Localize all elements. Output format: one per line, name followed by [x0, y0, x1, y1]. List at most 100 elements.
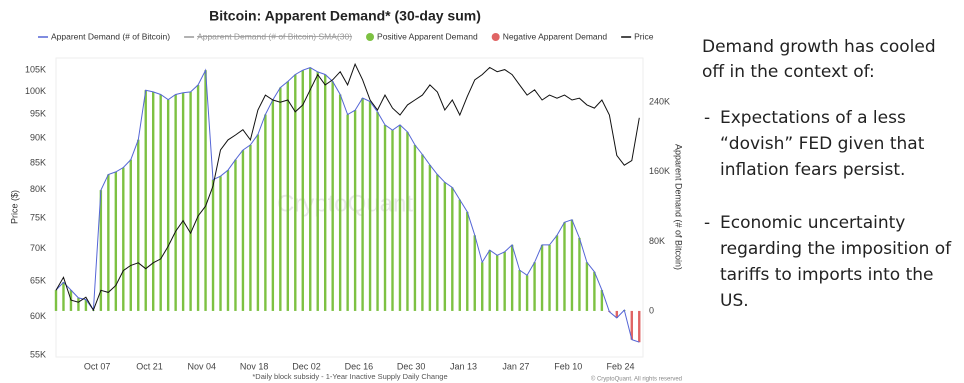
- y-tick-label: 80K: [30, 184, 46, 194]
- demand-bar: [495, 255, 499, 311]
- legend-label: Price: [634, 31, 654, 41]
- demand-bar: [376, 111, 379, 311]
- demand-bar: [443, 182, 447, 311]
- demand-bar: [413, 144, 417, 311]
- demand-bar: [398, 124, 402, 311]
- legend-label: Negative Apparent Demand: [503, 31, 608, 41]
- demand-bar: [638, 310, 641, 343]
- y-tick-label: 70K: [30, 243, 46, 253]
- demand-bar: [451, 187, 454, 311]
- x-tick-label: Jan 27: [502, 361, 529, 371]
- bullet-text: inflation fears persist.: [720, 160, 905, 180]
- demand-bar: [84, 299, 88, 311]
- demand-bar: [563, 222, 566, 311]
- y2-tick-label: 240K: [649, 97, 670, 107]
- demand-bar: [503, 251, 506, 311]
- y-tick-label: 105K: [25, 64, 46, 74]
- demand-bar: [533, 262, 536, 311]
- demand-bar: [391, 130, 394, 311]
- demand-bar: [294, 74, 297, 311]
- demand-bar: [525, 275, 529, 311]
- bullet-text: Economic uncertainty: [720, 213, 905, 233]
- demand-bar: [234, 159, 237, 311]
- demand-bar: [368, 101, 372, 311]
- demand-bar: [219, 176, 222, 311]
- demand-bar: [174, 94, 177, 311]
- x-tick-label: Dec 30: [397, 361, 426, 371]
- demand-bar: [510, 244, 514, 311]
- legend-label: Positive Apparent Demand: [377, 31, 478, 41]
- y2-tick-label: 160K: [649, 166, 670, 176]
- demand-bar: [518, 270, 521, 311]
- side-text: off in the context of:: [702, 62, 875, 82]
- demand-bar: [181, 92, 185, 311]
- demand-bar: [204, 70, 207, 311]
- demand-bar: [481, 262, 484, 311]
- demand-bar: [331, 81, 334, 311]
- bullet-text: Expectations of a less: [720, 108, 906, 128]
- demand-bar: [383, 124, 387, 311]
- demand-bar: [406, 131, 409, 311]
- demand-bar: [62, 282, 65, 311]
- y-tick-label: 100K: [25, 86, 46, 96]
- demand-bar: [555, 235, 559, 311]
- demand-bar: [338, 94, 342, 311]
- x-tick-label: Feb 10: [554, 361, 582, 371]
- demand-bar: [473, 235, 476, 311]
- demand-bar: [189, 91, 192, 311]
- demand-bar: [279, 87, 282, 311]
- demand-bar: [593, 271, 596, 311]
- demand-bar: [77, 297, 80, 311]
- demand-bar: [353, 110, 357, 311]
- x-tick-label: Oct 07: [84, 361, 111, 371]
- legend-swatch: [491, 33, 500, 41]
- demand-bar: [241, 150, 245, 311]
- y-tick-label: 85K: [30, 158, 46, 168]
- demand-bar: [144, 90, 147, 311]
- bullet-text: tariffs to imports into the: [720, 265, 934, 285]
- demand-bar: [271, 99, 275, 311]
- demand-bar: [54, 290, 58, 311]
- demand-bar: [286, 81, 290, 311]
- y2-tick-label: 80K: [649, 236, 665, 246]
- demand-bar: [585, 262, 589, 311]
- demand-bar: [428, 164, 432, 311]
- demand-bar: [630, 310, 633, 340]
- watermark: CryptoQuant: [277, 190, 413, 217]
- series-line: [55, 62, 640, 312]
- demand-bar: [615, 310, 619, 318]
- demand-bar: [226, 170, 230, 311]
- demand-bar: [99, 190, 103, 311]
- demand-bar: [570, 219, 574, 311]
- legend-label: Apparent Demand (# of Bitcoin) SMA(30): [197, 31, 352, 41]
- y-axis-title: Price ($): [9, 190, 19, 224]
- demand-bar: [578, 237, 581, 311]
- bullet-text: US.: [720, 291, 749, 311]
- demand-bar: [458, 199, 461, 311]
- demand-bar: [137, 139, 140, 311]
- y2-tick-label: 0: [649, 305, 654, 315]
- demand-bar: [249, 144, 252, 311]
- demand-bar: [488, 250, 491, 311]
- demand-bar: [421, 154, 424, 311]
- bullet-text: “dovish” FED given that: [720, 134, 925, 154]
- y-tick-label: 55K: [30, 349, 46, 359]
- y-tick-label: 75K: [30, 213, 46, 223]
- demand-bar: [436, 174, 439, 311]
- y-tick-label: 65K: [30, 276, 46, 286]
- bullet-marker: -: [704, 213, 710, 233]
- x-tick-label: Dec 16: [345, 361, 374, 371]
- x-tick-label: Jan 13: [450, 361, 477, 371]
- chart-title: Bitcoin: Apparent Demand* (30-day sum): [209, 8, 481, 24]
- demand-bar: [114, 171, 118, 311]
- x-tick-label: Feb 24: [607, 361, 635, 371]
- bullet-text: regarding the imposition of: [720, 239, 952, 259]
- legend-label: Apparent Demand (# of Bitcoin): [51, 31, 170, 41]
- demand-bar: [159, 94, 162, 311]
- footnote: *Daily block subsidy - 1-Year Inactive S…: [252, 372, 447, 381]
- credit: © CryptoQuant. All rights reserved: [591, 376, 682, 383]
- x-tick-label: Nov 04: [188, 361, 217, 371]
- demand-bar: [316, 71, 319, 311]
- demand-bar: [323, 74, 327, 311]
